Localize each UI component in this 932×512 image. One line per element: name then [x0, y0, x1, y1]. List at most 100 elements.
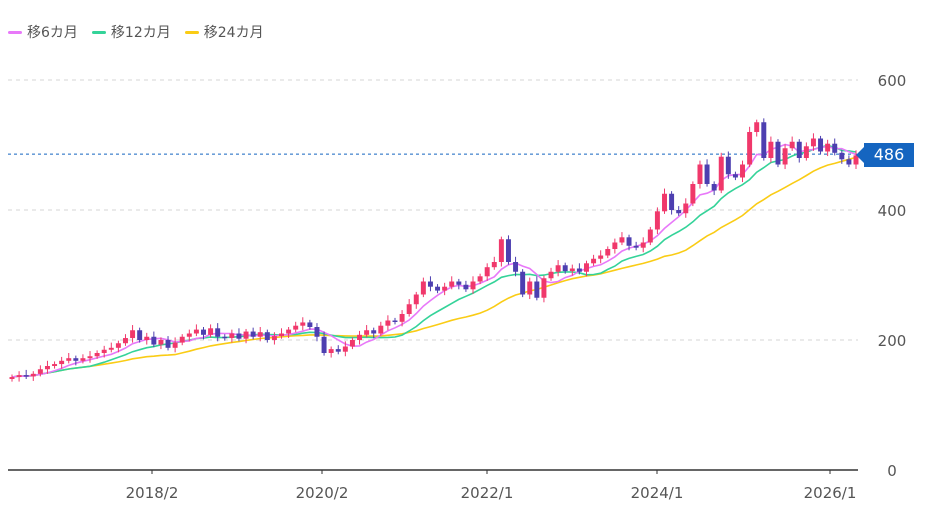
candle-body [172, 342, 178, 348]
candle-body [782, 148, 788, 165]
candle-body [257, 332, 263, 337]
candle-body [9, 377, 15, 379]
y-tick-label: 200 [878, 332, 907, 350]
candle-body [527, 281, 533, 295]
candle-body [357, 334, 363, 340]
candle-body [179, 336, 185, 343]
candle-body [768, 141, 774, 158]
candle-body [144, 336, 150, 340]
candle-body [115, 343, 121, 348]
candle-body [392, 320, 398, 322]
candle-body [307, 322, 313, 327]
candle-body [229, 333, 235, 339]
x-tick-label: 2024/1 [631, 484, 684, 502]
candle-body [286, 329, 292, 334]
legend-ma6[interactable]: 移6カ月 [8, 22, 78, 42]
candle-body [810, 138, 816, 147]
candle-body [711, 184, 717, 191]
legend-ma24[interactable]: 移24カ月 [184, 22, 264, 42]
candle-body [619, 237, 625, 243]
candle-body [399, 314, 405, 322]
chart-legend: 移6カ月 移12カ月 移24カ月 [8, 22, 264, 42]
ma24-line [11, 156, 857, 378]
candle-body [264, 332, 270, 340]
candle-body [215, 328, 221, 337]
legend-ma12[interactable]: 移12カ月 [91, 22, 171, 42]
candle-body [122, 338, 128, 344]
candle-body [456, 281, 462, 285]
candle-body [690, 184, 696, 204]
candle-body [59, 360, 65, 365]
candle-body [732, 174, 738, 178]
candle-body [208, 328, 214, 335]
x-tick-label: 2022/1 [461, 484, 514, 502]
candle-body [137, 330, 143, 340]
legend-ma6-swatch [8, 30, 22, 34]
candle-body [151, 336, 157, 345]
candle-body [470, 281, 476, 290]
candle-body [300, 322, 306, 326]
candle-body [754, 122, 760, 132]
candle-body [562, 265, 568, 272]
candle-body [761, 122, 767, 158]
candle-body [697, 164, 703, 184]
candle-body [406, 304, 412, 314]
x-tick-label: 2020/2 [296, 484, 349, 502]
legend-ma12-label: 移12カ月 [110, 25, 171, 41]
candle-body [293, 325, 299, 330]
candle-body [193, 329, 199, 334]
candle-body [548, 271, 554, 279]
candle-body [427, 281, 433, 287]
candle-body [349, 340, 355, 347]
candle-body [101, 349, 107, 353]
candle-body [66, 358, 72, 361]
x-tick-label: 2026/1 [804, 484, 857, 502]
legend-ma12-swatch [91, 30, 106, 34]
candle-body [513, 262, 519, 272]
y-tick-label: 400 [878, 202, 907, 220]
ma6-line [11, 143, 857, 378]
candle-body [371, 330, 377, 334]
candle-body [676, 210, 682, 214]
candle-body [569, 268, 575, 272]
candle-body [633, 245, 639, 248]
candle-body [23, 375, 29, 377]
candle-body [378, 325, 384, 334]
candle-body [534, 281, 540, 298]
candle-body [605, 249, 611, 256]
candle-body [73, 358, 79, 361]
candle-body [449, 281, 455, 287]
candle-body [669, 193, 675, 210]
candle-body [16, 375, 22, 378]
candle-body [243, 331, 249, 339]
candle-body [271, 336, 277, 340]
candle-body [186, 333, 192, 337]
candle-body [591, 258, 597, 264]
legend-ma24-swatch [184, 30, 199, 34]
ma12-line [11, 144, 857, 378]
candle-body [314, 327, 320, 337]
candle-body [839, 152, 845, 160]
candle-body [584, 263, 589, 272]
candle-body [740, 164, 746, 178]
candle-body [165, 340, 171, 348]
candle-body [94, 353, 100, 357]
candle-body [796, 141, 802, 158]
candle-body [420, 281, 426, 295]
candle-body [555, 265, 561, 272]
candle-body [647, 229, 653, 243]
y-tick-label: 0 [887, 462, 897, 480]
candle-body [201, 329, 206, 335]
candle-body [541, 278, 547, 298]
candle-body [818, 138, 824, 152]
candle-body [108, 347, 114, 350]
candle-body [413, 294, 419, 305]
candle-body [442, 286, 448, 291]
candle-body [250, 331, 256, 337]
candle-body [87, 356, 93, 359]
candle-body [775, 141, 781, 165]
candle-body [44, 366, 50, 370]
candle-body [598, 255, 604, 259]
candle-body [846, 159, 852, 165]
